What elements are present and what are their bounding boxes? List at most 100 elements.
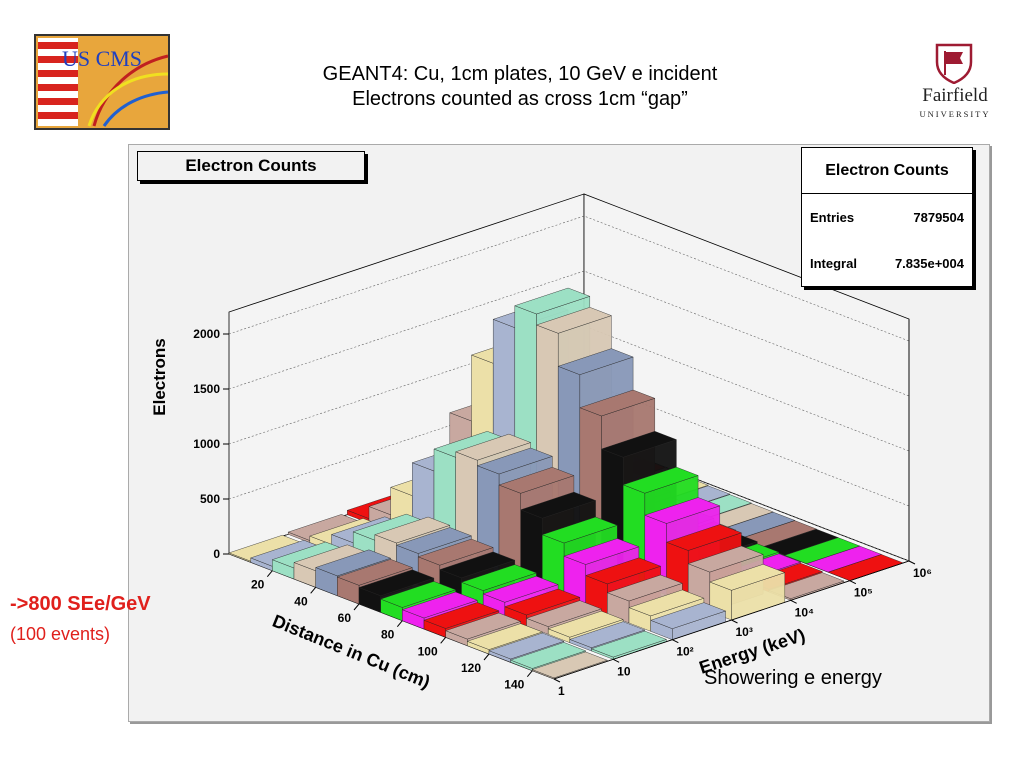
x-tick (440, 637, 447, 644)
front-edge (553, 319, 910, 680)
lego-bar-top (466, 623, 543, 650)
lego-bar-top (482, 575, 559, 603)
x-tick-label: 80 (381, 628, 395, 642)
stats-name: Electron Counts (802, 148, 972, 194)
z-gridline (228, 325, 910, 452)
lego-bar-top (563, 538, 640, 565)
x-tick (353, 603, 360, 611)
stats-entries-value: 7879504 (913, 210, 964, 225)
x-tick (483, 653, 490, 661)
x-tick-label: 140 (504, 678, 524, 692)
stats-box: Electron Counts Entries 7879504 Integral… (801, 147, 973, 287)
lego-bar-top (590, 630, 667, 658)
lego-bar-top (439, 551, 516, 579)
lego-bar-top (423, 602, 500, 629)
lego-bar-top (628, 589, 705, 617)
z-gridline (228, 270, 910, 397)
z-tick-label: 2000 (193, 327, 220, 341)
shield-icon (935, 43, 973, 84)
lego-bar-top (514, 287, 591, 315)
lego-bar-top (476, 447, 553, 475)
y-tick (612, 658, 620, 663)
lego-bar-top (460, 564, 537, 591)
lego-bar-top (531, 651, 608, 679)
z-gridline (228, 380, 910, 507)
stats-row-integral: Integral 7.835e+004 (802, 240, 972, 286)
z-tick-label: 1000 (193, 437, 220, 451)
z-tick-label: 0 (213, 547, 220, 561)
lego-bar-top (709, 564, 786, 591)
lego-plot: 0 500 1000 1500 2000 20 40 60 80 100 120 140 1 10 10² 1… (150, 193, 932, 698)
y-tick-label: 10³ (736, 625, 753, 639)
lego-bar-top (535, 307, 612, 334)
lego-bar-top (579, 389, 656, 417)
lego-bar-top (650, 602, 727, 629)
lego-bar-top (606, 574, 683, 602)
us-cms-logo-text: US CMS (62, 46, 142, 71)
lego-bar-top (525, 600, 602, 627)
lego-bar-top (374, 516, 451, 544)
fairfield-logo-sub: UNIVERSITY (919, 109, 991, 119)
y-tick (731, 619, 738, 624)
lego-bar-top (380, 581, 457, 608)
lego-bar-top (665, 524, 742, 551)
stats-integral-value: 7.835e+004 (894, 256, 964, 271)
showering-note: Showering e energy (704, 667, 882, 689)
lego-bar-top (622, 466, 699, 494)
y-tick-label: 10⁴ (795, 605, 814, 619)
lego-bar-top (401, 591, 478, 619)
fairfield-logo: Fairfield UNIVERSITY (905, 42, 1005, 122)
z-tick-label: 1500 (193, 382, 220, 396)
stats-integral-label: Integral (810, 256, 857, 271)
lego-bar-top (569, 621, 646, 648)
y-tick (553, 678, 561, 683)
plot-ticks: 0 500 1000 1500 2000 20 40 60 80 100 120 140 1 10 10² 1… (193, 327, 932, 698)
lego-bar-top (687, 545, 764, 573)
lego-bar-top (504, 588, 581, 616)
us-cms-logo: US CMS (34, 34, 170, 130)
stats-row-entries: Entries 7879504 (802, 194, 972, 240)
lego-bar-top (520, 491, 597, 519)
fairfield-logo-name: Fairfield (922, 85, 988, 106)
y-tick-label: 1 (558, 684, 565, 698)
x-tick-label: 60 (338, 611, 352, 625)
y-tick (790, 599, 797, 604)
slide-title: GEANT4: Cu, 1cm plates, 10 GeV e inciden… (240, 62, 800, 112)
y-tick (672, 639, 679, 644)
lego-bar-top (445, 612, 522, 640)
lego-bar-top (510, 642, 587, 669)
x-tick-label: 100 (418, 644, 438, 658)
lego-bar-top (557, 348, 634, 375)
lego-bar-top (644, 497, 721, 524)
x-tick (526, 670, 533, 677)
plot-bars (228, 287, 904, 680)
lego-bar-top (336, 559, 413, 586)
result-note: ->800 SEe/GeV (10, 593, 151, 615)
x-tick-label: 120 (461, 661, 481, 675)
x-tick (310, 587, 317, 594)
z-gridline (228, 215, 910, 342)
lego-bar-top (395, 527, 472, 554)
y-tick (849, 580, 857, 585)
stats-entries-label: Entries (810, 210, 855, 225)
y-tick-label: 10 (617, 664, 631, 678)
lego-bar-top (358, 569, 435, 597)
histogram-title: Electron Counts (137, 151, 365, 181)
y-tick-label: 10² (676, 645, 693, 659)
lego-bar-top (585, 557, 662, 585)
y-tick-label: 10⁵ (854, 586, 873, 600)
plot-canvas: 0 500 1000 1500 2000 20 40 60 80 100 120 140 1 10 10² 1… (128, 144, 990, 722)
z-axis-title: Electrons (150, 338, 169, 415)
x-tick-label: 20 (251, 578, 265, 592)
x-tick (396, 620, 403, 627)
lego-bar-top (455, 433, 532, 461)
lego-bar-top (417, 538, 494, 566)
slide-title-line2: Electrons counted as cross 1cm “gap” (352, 88, 688, 110)
lego-bar-top (488, 632, 565, 660)
y-tick-label: 10⁶ (913, 566, 932, 580)
y-tick (908, 560, 916, 565)
lego-bar-top (547, 610, 624, 638)
z-tick-label: 500 (200, 492, 220, 506)
lego-bar-top (600, 431, 677, 458)
x-tick (266, 570, 273, 577)
